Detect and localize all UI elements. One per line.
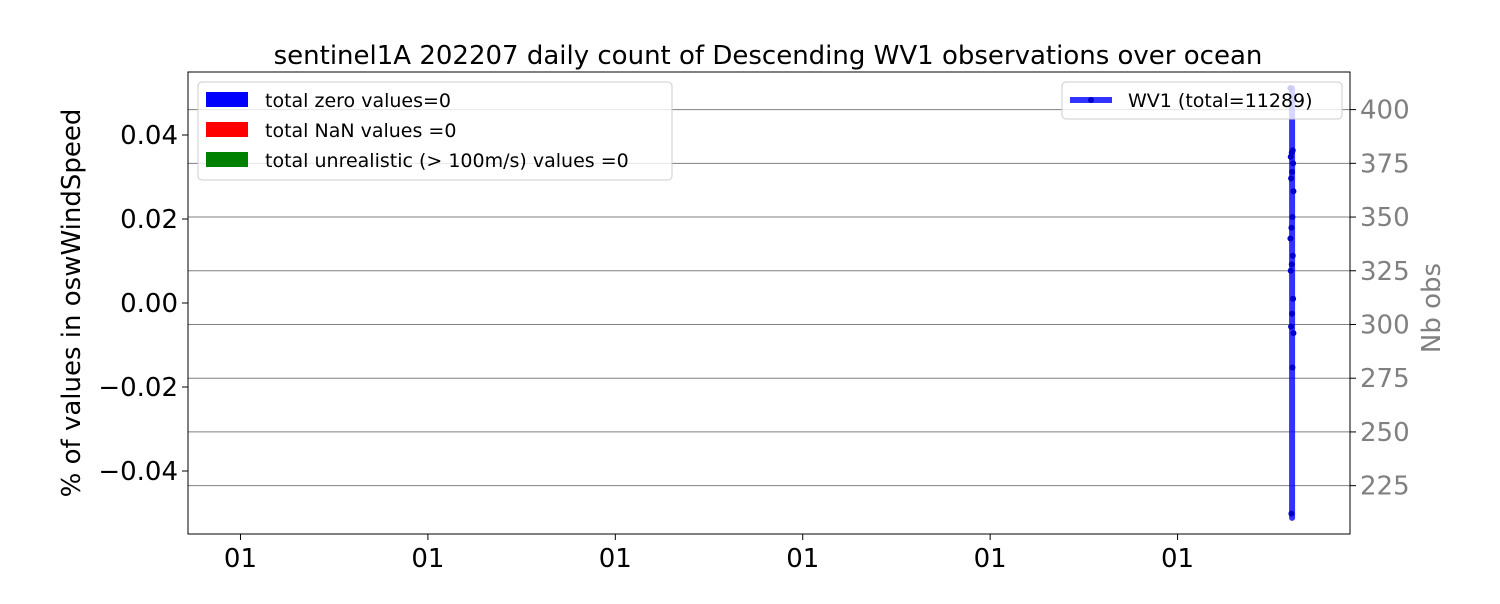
right-axis-label: Nb obs xyxy=(1417,263,1447,353)
chart-title: sentinel1A 202207 daily count of Descend… xyxy=(274,41,1263,71)
series-point-wv1 xyxy=(1289,214,1296,221)
right-tick-label: 350 xyxy=(1360,203,1410,233)
legend-swatch-zero xyxy=(206,92,248,107)
x-tick-label: 01 xyxy=(1161,544,1194,574)
left-tick-label: −0.04 xyxy=(98,457,178,487)
series-point-wv1 xyxy=(1290,188,1297,195)
legend-swatch-unrealistic xyxy=(206,152,248,167)
right-tick-label: 250 xyxy=(1360,418,1410,448)
right-tick-label: 375 xyxy=(1360,149,1410,179)
legend-label-nan: total NaN values =0 xyxy=(265,120,456,142)
series-point-wv1 xyxy=(1288,261,1295,268)
series-point-wv1 xyxy=(1289,310,1296,317)
left-tick-label: 0.04 xyxy=(120,121,178,151)
series-point-wv1 xyxy=(1288,510,1295,517)
series-point-wv1 xyxy=(1290,160,1297,167)
right-tick-label: 300 xyxy=(1360,310,1410,340)
right-axis: 225 250 275 300 325 350 375 400 xyxy=(1350,96,1410,502)
x-tick-label: 01 xyxy=(599,544,632,574)
series-point-wv1 xyxy=(1290,330,1297,337)
legend-label-zero: total zero values=0 xyxy=(265,90,451,112)
line-legend-frame xyxy=(1061,81,1343,120)
series-point-wv1 xyxy=(1288,323,1295,330)
x-tick-label: 01 xyxy=(786,544,819,574)
x-tick-label: 01 xyxy=(411,544,444,574)
series-point-wv1 xyxy=(1289,364,1296,371)
x-axis: 01 01 01 01 01 01 xyxy=(224,534,1194,574)
left-tick-label: 0.02 xyxy=(120,205,178,235)
line-legend-marker xyxy=(1088,97,1094,103)
series-point-wv1 xyxy=(1287,267,1294,274)
series-point-wv1 xyxy=(1287,153,1294,160)
series-layer xyxy=(1287,85,1297,521)
legend-swatch-nan xyxy=(206,122,248,137)
series-point-wv1 xyxy=(1289,252,1296,259)
bar-legend-frame xyxy=(197,81,673,181)
right-tick-label: 325 xyxy=(1360,257,1410,287)
left-axis-label: % of values in oswWindSpeed xyxy=(57,109,87,498)
left-axis: −0.04 −0.02 0.00 0.02 0.04 xyxy=(98,121,188,487)
series-point-wv1 xyxy=(1287,235,1294,242)
series-point-wv1 xyxy=(1288,175,1295,182)
legend-label-unrealistic: total unrealistic (> 100m/s) values =0 xyxy=(265,150,629,172)
right-tick-label: 225 xyxy=(1360,472,1410,502)
x-tick-label: 01 xyxy=(224,544,257,574)
right-tick-label: 275 xyxy=(1360,364,1410,394)
series-point-wv1 xyxy=(1288,224,1295,231)
line-legend-label: WV1 (total=11289) xyxy=(1128,90,1313,112)
line-legend: WV1 (total=11289) xyxy=(1061,81,1343,120)
series-point-wv1 xyxy=(1290,295,1297,302)
x-tick-label: 01 xyxy=(974,544,1007,574)
series-point-wv1 xyxy=(1289,168,1296,175)
left-tick-label: 0.00 xyxy=(120,289,178,319)
right-tick-label: 400 xyxy=(1360,96,1410,126)
left-tick-label: −0.02 xyxy=(98,373,178,403)
bar-legend: total zero values=0 total NaN values =0 … xyxy=(197,81,673,181)
